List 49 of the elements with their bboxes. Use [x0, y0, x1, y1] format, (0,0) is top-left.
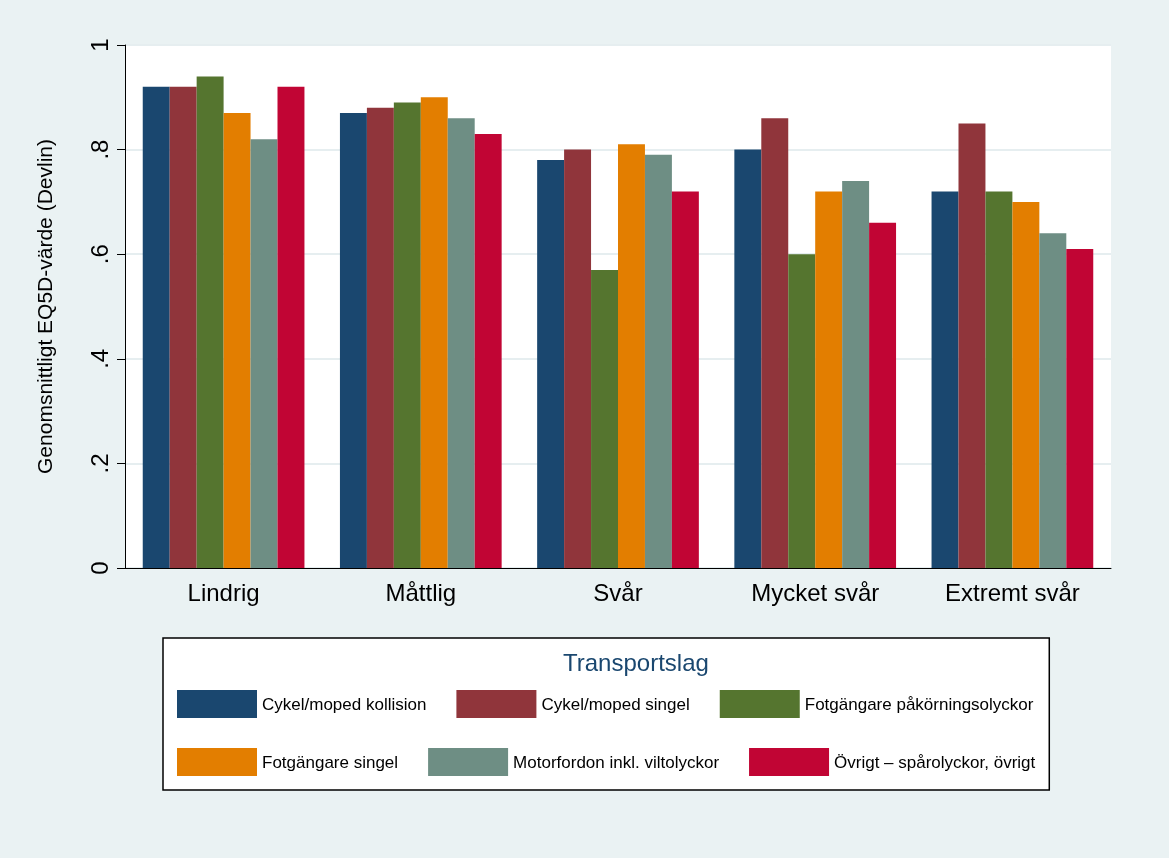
x-tick-label: Måttlig [385, 578, 457, 606]
bar [420, 97, 448, 568]
bar [985, 191, 1013, 568]
bar [196, 76, 224, 568]
bar [474, 133, 502, 568]
y-tick-label: .6 [85, 244, 113, 265]
bar [537, 160, 565, 568]
y-tick-label: 1 [85, 38, 113, 52]
bar [958, 123, 986, 568]
bar [815, 191, 843, 568]
bar [869, 222, 897, 568]
bar [366, 107, 394, 568]
legend-title: Transportslag [563, 648, 709, 676]
bar [618, 144, 645, 568]
bar [169, 86, 197, 568]
bar [142, 86, 170, 568]
x-tick-label: Extremt svår [945, 578, 1080, 606]
bar [393, 102, 421, 568]
bar [591, 269, 618, 568]
y-tick-label: .4 [85, 348, 113, 369]
bar [788, 254, 816, 568]
bar [734, 149, 762, 568]
bar [564, 149, 592, 568]
bar [223, 112, 251, 568]
bar [1012, 201, 1040, 568]
bar [842, 180, 870, 568]
y-axis-title: Genomsnittligt EQ5D-värde (Devlin) [33, 139, 56, 474]
y-tick-label: 0 [85, 561, 113, 575]
x-tick-label: Svår [593, 578, 643, 606]
bar [339, 112, 367, 568]
bar [277, 86, 305, 568]
legend-label: Fotgängare påkörningsolyckor [804, 694, 1034, 714]
bar [671, 191, 699, 568]
legend-label: Fotgängare singel [262, 752, 399, 772]
legend-label: Cykel/moped kollision [262, 694, 427, 714]
bar [644, 154, 672, 568]
y-tick-label: .8 [85, 139, 113, 160]
y-tick-label: .2 [85, 453, 113, 474]
bar [1066, 248, 1094, 568]
legend-label: Övrigt – spårolyckor, övrigt [834, 752, 1036, 772]
bar [761, 118, 789, 568]
x-tick-label: Mycket svår [751, 578, 880, 606]
legend-label: Cykel/moped singel [541, 694, 690, 714]
x-tick-label: Lindrig [187, 578, 260, 606]
bar [1039, 233, 1067, 568]
bar [250, 139, 278, 568]
legend-label: Motorfordon inkl. viltolyckor [513, 752, 720, 772]
bar [447, 118, 475, 568]
bar [931, 191, 959, 568]
